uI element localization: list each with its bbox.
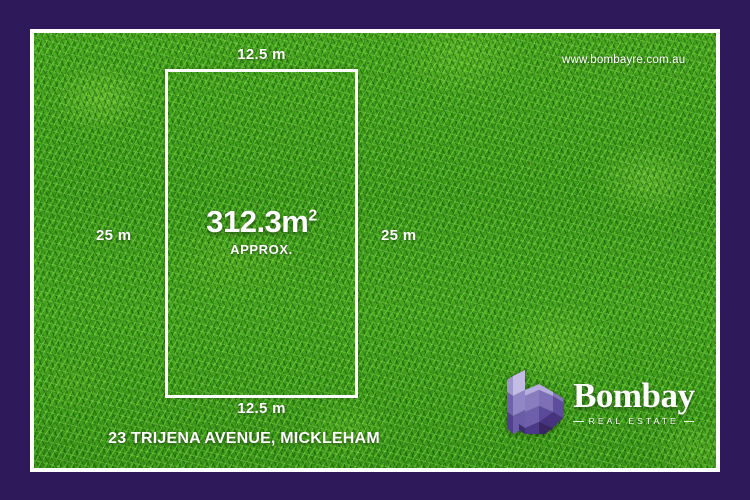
dimension-label-right: 25 m [381,227,417,244]
area-value-number: 312.3m [206,204,309,239]
logo-tagline: REAL ESTATE [588,416,679,426]
logo-wordmark: Bombay [573,376,695,415]
area-callout: 312.3m2 APPROX. [165,206,358,257]
dimension-label-bottom: 12.5 m [237,400,286,417]
logo-tagline-row: REAL ESTATE [573,416,695,426]
agency-logo: Bombay REAL ESTATE [505,368,705,436]
area-approx-label: APPROX. [230,242,293,257]
tagline-rule-left [573,420,584,422]
bombay-b-logomark [507,370,563,434]
area-value-exponent: 2 [308,207,317,225]
property-address: 23 TRIJENA AVENUE, MICKLEHAM [108,430,380,447]
logo-text-block: Bombay REAL ESTATE [573,376,695,426]
grass-speckle-layer [34,33,716,468]
tagline-rule-right [683,420,695,422]
dimension-label-top: 12.5 m [237,46,286,63]
plot-boundary-rectangle [165,69,358,398]
area-value: 312.3m2 [165,206,358,237]
dimension-label-left: 25 m [96,227,132,244]
website-url: www.bombayre.com.au [562,54,686,66]
